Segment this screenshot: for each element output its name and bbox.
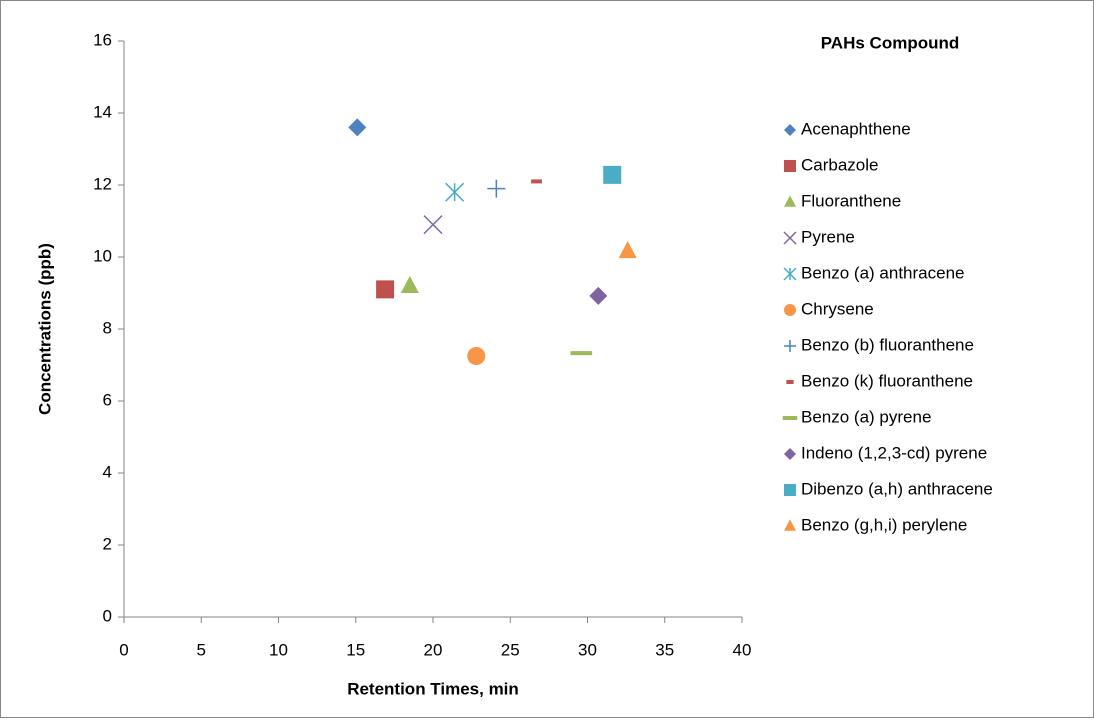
y-tick-label: 12 xyxy=(93,174,112,193)
y-tick-label: 2 xyxy=(103,534,112,553)
point xyxy=(400,275,419,293)
x-tick-label: 40 xyxy=(733,640,752,659)
y-tick-label: 8 xyxy=(103,318,112,337)
legend-label: Benzo (k) fluoranthene xyxy=(801,371,973,390)
point xyxy=(348,118,367,137)
point xyxy=(618,240,637,259)
point xyxy=(467,347,486,365)
legend-label: Indeno (1,2,3-cd) pyrene xyxy=(801,443,987,462)
x-tick-label: 30 xyxy=(578,640,597,659)
legend-marker xyxy=(783,267,797,281)
legend-label: Benzo (a) pyrene xyxy=(801,407,931,426)
legend-marker xyxy=(786,380,794,384)
legend-label: Benzo (a) anthracene xyxy=(801,263,965,282)
legend-label: Carbazole xyxy=(801,155,879,174)
x-tick-label: 5 xyxy=(197,640,206,659)
legend-label: Fluoranthene xyxy=(801,191,901,210)
legend-label: Acenaphthene xyxy=(801,119,911,138)
x-tick-label: 25 xyxy=(501,640,520,659)
y-tick-label: 6 xyxy=(103,390,112,409)
legend-marker xyxy=(784,484,796,496)
legend-marker xyxy=(784,124,796,136)
y-tick-label: 4 xyxy=(103,462,112,481)
legend-label: Benzo (b) fluoranthene xyxy=(801,335,974,354)
point xyxy=(487,179,506,198)
legend-marker xyxy=(784,519,796,531)
y-axis-title: Concentrations (ppb) xyxy=(35,243,54,415)
legend-marker xyxy=(784,195,796,207)
point xyxy=(603,165,622,184)
x-tick-label: 0 xyxy=(119,640,128,659)
legend-marker xyxy=(784,304,796,316)
x-tick-label: 15 xyxy=(346,640,365,659)
legend-title: PAHs Compound xyxy=(821,33,960,52)
x-axis-title: Retention Times, min xyxy=(347,679,519,698)
x-tick-label: 10 xyxy=(269,640,288,659)
legend-label: Dibenzo (a,h) anthracene xyxy=(801,479,993,498)
point xyxy=(531,179,542,184)
y-tick-label: 16 xyxy=(93,30,112,49)
point xyxy=(376,280,395,299)
legend-label: Pyrene xyxy=(801,227,855,246)
point xyxy=(445,182,465,202)
legend-label: Benzo (g,h,i) perylene xyxy=(801,515,967,534)
point xyxy=(423,215,443,235)
legend-marker xyxy=(783,231,797,245)
point xyxy=(570,351,593,356)
legend-label: Chrysene xyxy=(801,299,874,318)
y-tick-label: 10 xyxy=(93,246,112,265)
legend-marker xyxy=(784,448,796,460)
y-tick-label: 0 xyxy=(103,606,112,625)
legend-marker xyxy=(784,160,796,172)
y-tick-label: 14 xyxy=(93,102,112,121)
legend-marker xyxy=(784,340,796,352)
point xyxy=(589,286,608,305)
x-tick-label: 35 xyxy=(655,640,674,659)
legend-marker xyxy=(782,416,798,420)
x-tick-label: 20 xyxy=(424,640,443,659)
